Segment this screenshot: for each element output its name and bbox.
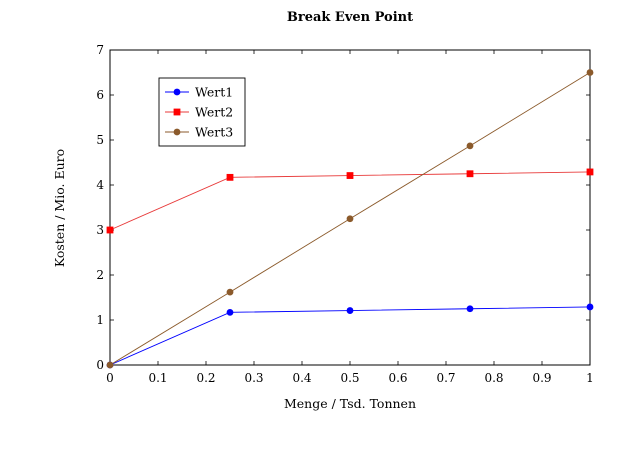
series-line-wert1 [109,306,591,366]
data-markers [106,69,594,369]
data-point-wert2 [226,173,234,181]
data-point-wert2 [586,168,594,176]
data-point-wert1 [466,305,474,313]
y-tick-label: 5 [96,133,104,147]
y-axis-label: Kosten / Mio. Euro [52,149,67,267]
x-tick-label: 0.9 [532,371,551,385]
data-point-wert3 [346,215,354,223]
legend-marker-wert3 [173,128,181,136]
x-axis-label: Menge / Tsd. Tonnen [284,396,416,411]
y-tick-label: 6 [96,88,104,102]
data-point-wert3 [106,361,114,369]
legend-label: Wert1 [195,85,233,100]
data-point-wert1 [586,303,594,311]
x-tick-label: 0.8 [484,371,503,385]
x-tick-label: 0.1 [148,371,167,385]
data-point-wert2 [346,172,354,179]
legend-label: Wert2 [195,105,233,120]
x-tick-label: 0 [106,371,114,385]
legend: Wert1 Wert2 Wert3 [158,77,246,147]
x-tick-label: 0.7 [436,371,455,385]
data-point-wert3 [466,142,474,150]
x-tick-label: 0.3 [244,371,263,385]
legend-label: Wert3 [195,125,233,140]
y-tick-label: 1 [96,313,104,327]
x-tick-label: 1 [586,371,594,385]
axis-ticks: 0 0.1 0.2 0.3 0.4 0.5 0.6 0.7 0.8 0.9 1 0 1 2 3 4 5 6 7 [96,43,593,385]
data-point-wert1 [346,307,354,314]
data-point-wert1 [226,308,234,316]
data-point-wert3 [586,69,594,76]
x-tick-label: 0.2 [196,371,215,385]
y-tick-label: 2 [96,268,104,282]
legend-marker-wert1 [173,88,181,96]
data-point-wert3 [226,288,234,296]
y-tick-label: 7 [96,43,104,57]
y-tick-label: 0 [96,358,104,372]
x-tick-label: 0.4 [292,371,311,385]
chart-title: Break Even Point [287,10,413,25]
legend-marker-wert2 [173,108,181,116]
x-tick-label: 0.6 [388,371,407,385]
y-tick-label: 4 [96,178,104,192]
y-tick-label: 3 [96,223,104,237]
data-point-wert2 [106,226,114,234]
x-tick-label: 0.5 [340,371,359,385]
data-point-wert2 [466,170,474,178]
